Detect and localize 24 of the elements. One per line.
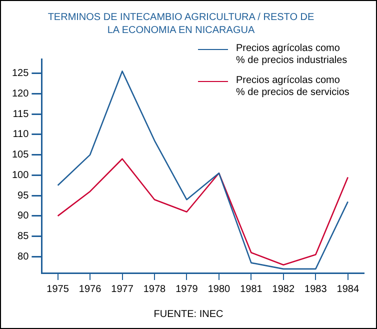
legend-label: Precios agrícolas como % de precios de servicios: [236, 75, 350, 99]
y-tick-label: 115: [12, 108, 30, 120]
x-tick-label: 1976: [78, 284, 102, 295]
y-tick-label: 125: [12, 68, 30, 80]
x-tick-label: 1981: [240, 284, 263, 295]
source-note: FUENTE: INEC: [152, 309, 224, 320]
y-tick-label: 85: [18, 231, 30, 242]
y-tick-label: 90: [18, 210, 30, 222]
x-tick-label: 1975: [46, 284, 70, 295]
x-tick-label: 1982: [272, 284, 295, 295]
chart-title: TERMINOS DE INTECAMBIO AGRICULTURA / RESTO DE LA ECONOMIA EN NICARAGUA: [46, 11, 316, 37]
y-tick-label: 80: [18, 251, 30, 262]
x-tick-label: 1977: [111, 284, 134, 295]
y-tick-label: 110: [12, 129, 30, 140]
x-tick-label: 1983: [304, 284, 328, 295]
legend-label: Precios agrícolas como % de precios industriales: [236, 43, 348, 67]
x-tick-label: 1980: [208, 284, 231, 295]
y-tick-label: 120: [12, 88, 30, 100]
x-tick-label: 1978: [143, 284, 166, 295]
x-tick-label: 1984: [336, 284, 360, 295]
y-tick-label: 100: [12, 170, 30, 181]
x-tick-label: 1979: [176, 284, 198, 295]
y-tick-label: 105: [12, 150, 30, 161]
y-tick-label: 95: [18, 190, 30, 202]
